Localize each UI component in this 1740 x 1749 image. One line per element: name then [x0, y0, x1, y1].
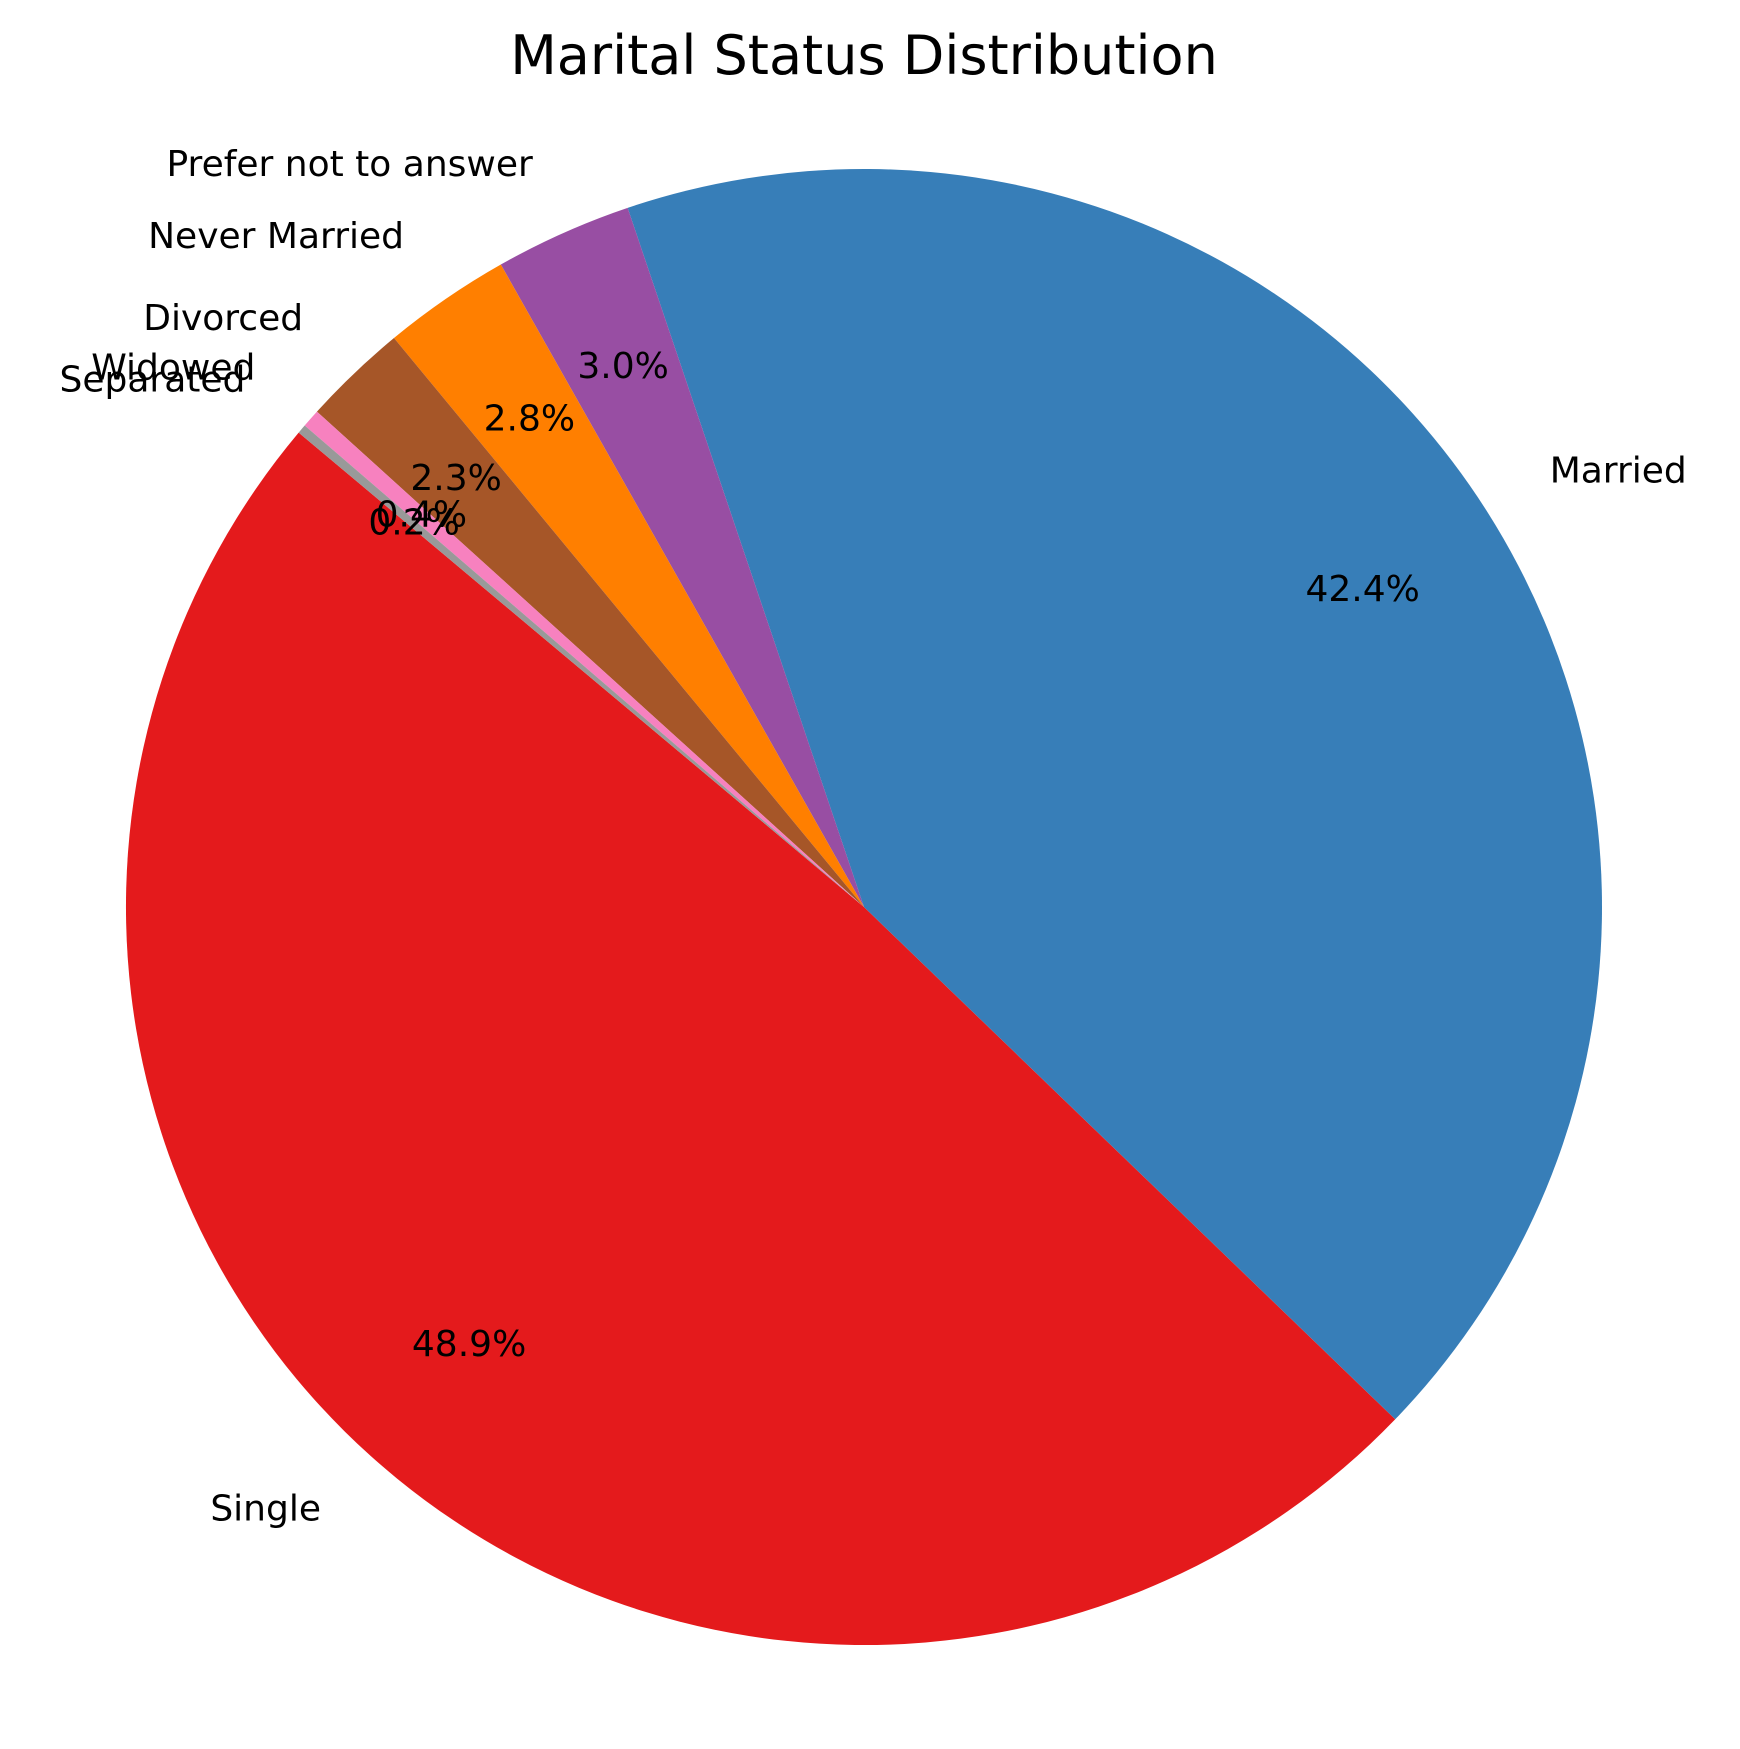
pie-slice-widowed [304, 411, 864, 907]
pct-label-married: 42.4% [1306, 569, 1420, 610]
slice-label-widowed: Widowed [91, 348, 255, 389]
pct-label-divorced: 2.3% [410, 458, 501, 499]
pie-slice-never-married [393, 264, 864, 907]
slice-label-never-married: Never Married [148, 216, 404, 257]
pie-slice-single [125, 432, 1396, 1646]
slice-label-married: Married [1550, 451, 1687, 492]
pie-labels: Single 48.9% Married 42.4% Prefer not to ans… [60, 144, 1687, 1530]
pct-label-separated: 0.2% [368, 503, 459, 544]
slice-label-separated: Separated [60, 359, 246, 400]
pie-slice-separated [298, 425, 864, 907]
slice-label-divorced: Divorced [143, 298, 303, 339]
slice-label-prefer-not-to-answer: Prefer not to answer [166, 144, 533, 185]
pct-label-widowed: 0.4% [376, 494, 467, 535]
pct-label-single: 48.9% [412, 1324, 526, 1365]
pie-slice-divorced [316, 338, 864, 907]
pct-label-never-married: 2.8% [484, 399, 575, 440]
slice-label-single: Single [210, 1489, 321, 1530]
pie-slice-married [627, 169, 1602, 1420]
chart-title: Marital Status Distribution [510, 24, 1218, 87]
pie-slice-prefer-not-to-answer [500, 207, 864, 907]
pie-slices [125, 169, 1602, 1646]
pct-label-prefer-not-to-answer: 3.0% [577, 346, 668, 387]
